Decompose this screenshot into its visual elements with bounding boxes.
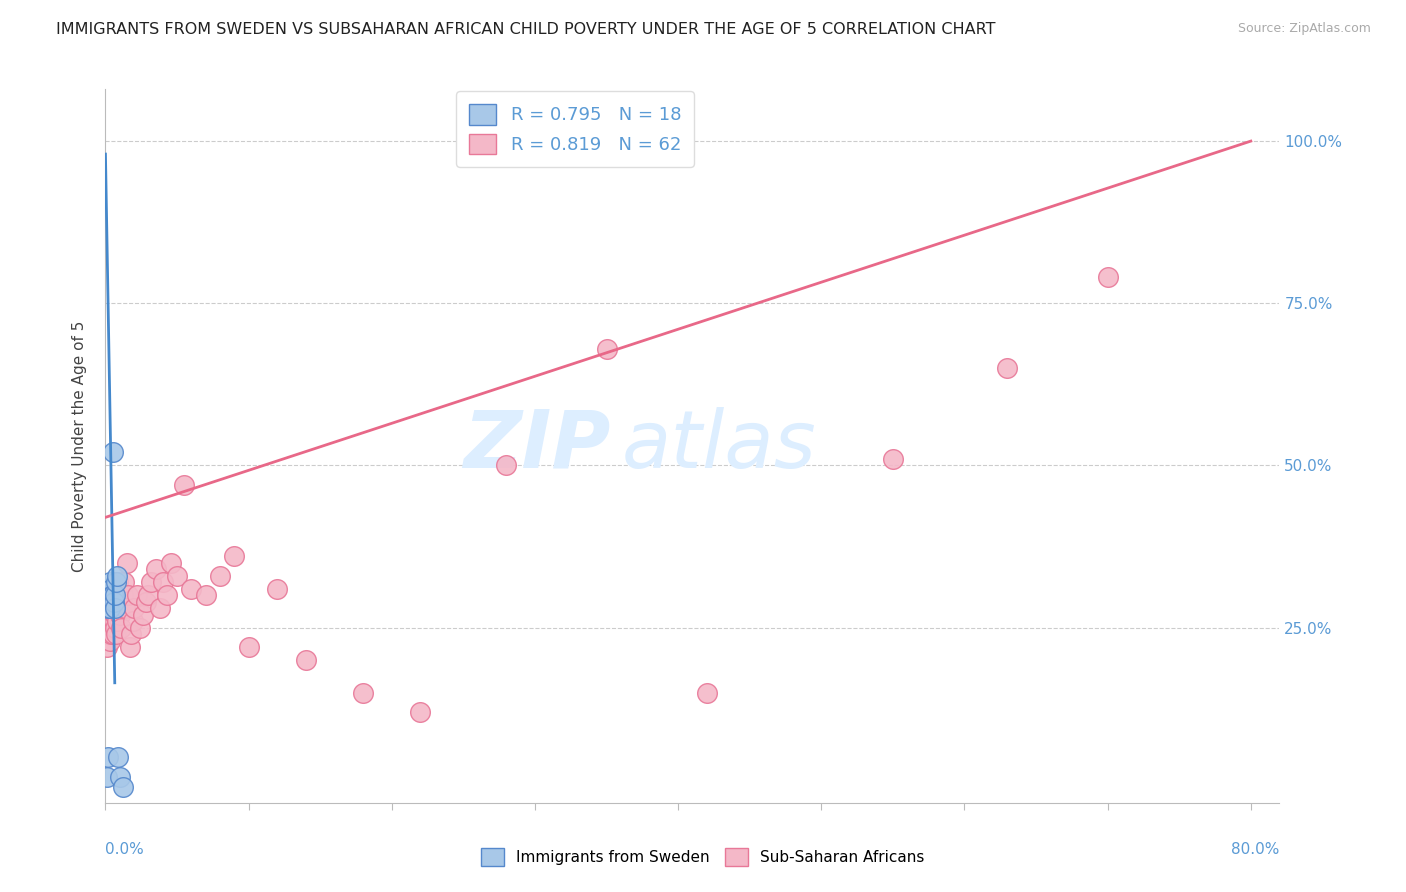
Point: [101, 445, 124, 459]
Point: [103, 588, 125, 602]
Point: [266, 582, 288, 596]
Point: [100, 614, 122, 628]
Point: [104, 621, 127, 635]
Text: 80.0%: 80.0%: [1232, 842, 1279, 857]
Point: [122, 601, 145, 615]
Point: [696, 685, 718, 699]
Point: [117, 588, 139, 602]
Point: [997, 361, 1019, 376]
Point: [108, 607, 131, 622]
Point: [108, 595, 131, 609]
Point: [110, 621, 132, 635]
Point: [160, 556, 183, 570]
Point: [1097, 270, 1119, 285]
Text: 0.0%: 0.0%: [105, 842, 145, 857]
Point: [352, 685, 374, 699]
Point: [96, 770, 118, 784]
Point: [115, 556, 138, 570]
Point: [96, 640, 118, 654]
Point: [98, 588, 121, 602]
Point: [105, 614, 128, 628]
Point: [166, 568, 188, 582]
Point: [98, 627, 121, 641]
Point: [100, 575, 122, 590]
Point: [121, 614, 143, 628]
Point: [105, 575, 128, 590]
Point: [104, 601, 127, 615]
Point: [97, 750, 120, 764]
Point: [97, 621, 120, 635]
Point: [114, 601, 136, 615]
Point: [107, 750, 129, 764]
Point: [238, 640, 260, 654]
Text: IMMIGRANTS FROM SWEDEN VS SUBSAHARAN AFRICAN CHILD POVERTY UNDER THE AGE OF 5 CO: IMMIGRANTS FROM SWEDEN VS SUBSAHARAN AFR…: [56, 22, 995, 37]
Point: [180, 582, 202, 596]
Point: [98, 601, 121, 615]
Point: [101, 601, 124, 615]
Point: [98, 633, 121, 648]
Point: [152, 575, 174, 590]
Point: [101, 588, 124, 602]
Point: [104, 627, 127, 641]
Point: [103, 627, 125, 641]
Point: [111, 780, 134, 794]
Point: [208, 568, 231, 582]
Text: Source: ZipAtlas.com: Source: ZipAtlas.com: [1237, 22, 1371, 36]
Point: [495, 458, 517, 473]
Point: [103, 595, 125, 609]
Point: [103, 614, 125, 628]
Point: [101, 607, 124, 622]
Point: [97, 601, 120, 615]
Point: [100, 627, 122, 641]
Point: [120, 627, 142, 641]
Point: [135, 595, 157, 609]
Point: [111, 588, 134, 602]
Point: [882, 452, 904, 467]
Point: [105, 601, 128, 615]
Point: [128, 621, 150, 635]
Point: [107, 575, 129, 590]
Point: [104, 607, 127, 622]
Point: [156, 588, 179, 602]
Text: atlas: atlas: [621, 407, 817, 485]
Point: [224, 549, 246, 564]
Point: [131, 607, 153, 622]
Point: [97, 627, 120, 641]
Point: [112, 575, 135, 590]
Point: [105, 568, 128, 582]
Point: [100, 582, 122, 596]
Text: ZIP: ZIP: [463, 407, 610, 485]
Point: [295, 653, 318, 667]
Legend: Immigrants from Sweden, Sub-Saharan Africans: Immigrants from Sweden, Sub-Saharan Afri…: [474, 841, 932, 873]
Point: [107, 588, 129, 602]
Point: [173, 478, 195, 492]
Point: [125, 588, 148, 602]
Point: [118, 640, 141, 654]
Point: [100, 607, 122, 622]
Point: [194, 588, 217, 602]
Point: [409, 705, 432, 719]
Legend: R = 0.795   N = 18, R = 0.819   N = 62: R = 0.795 N = 18, R = 0.819 N = 62: [457, 91, 693, 167]
Point: [145, 562, 167, 576]
Point: [141, 575, 163, 590]
Point: [149, 601, 172, 615]
Point: [108, 770, 131, 784]
Point: [101, 621, 124, 635]
Point: [595, 342, 617, 356]
Y-axis label: Child Poverty Under the Age of 5: Child Poverty Under the Age of 5: [72, 320, 87, 572]
Point: [138, 588, 160, 602]
Point: [98, 621, 121, 635]
Point: [103, 601, 125, 615]
Point: [104, 588, 127, 602]
